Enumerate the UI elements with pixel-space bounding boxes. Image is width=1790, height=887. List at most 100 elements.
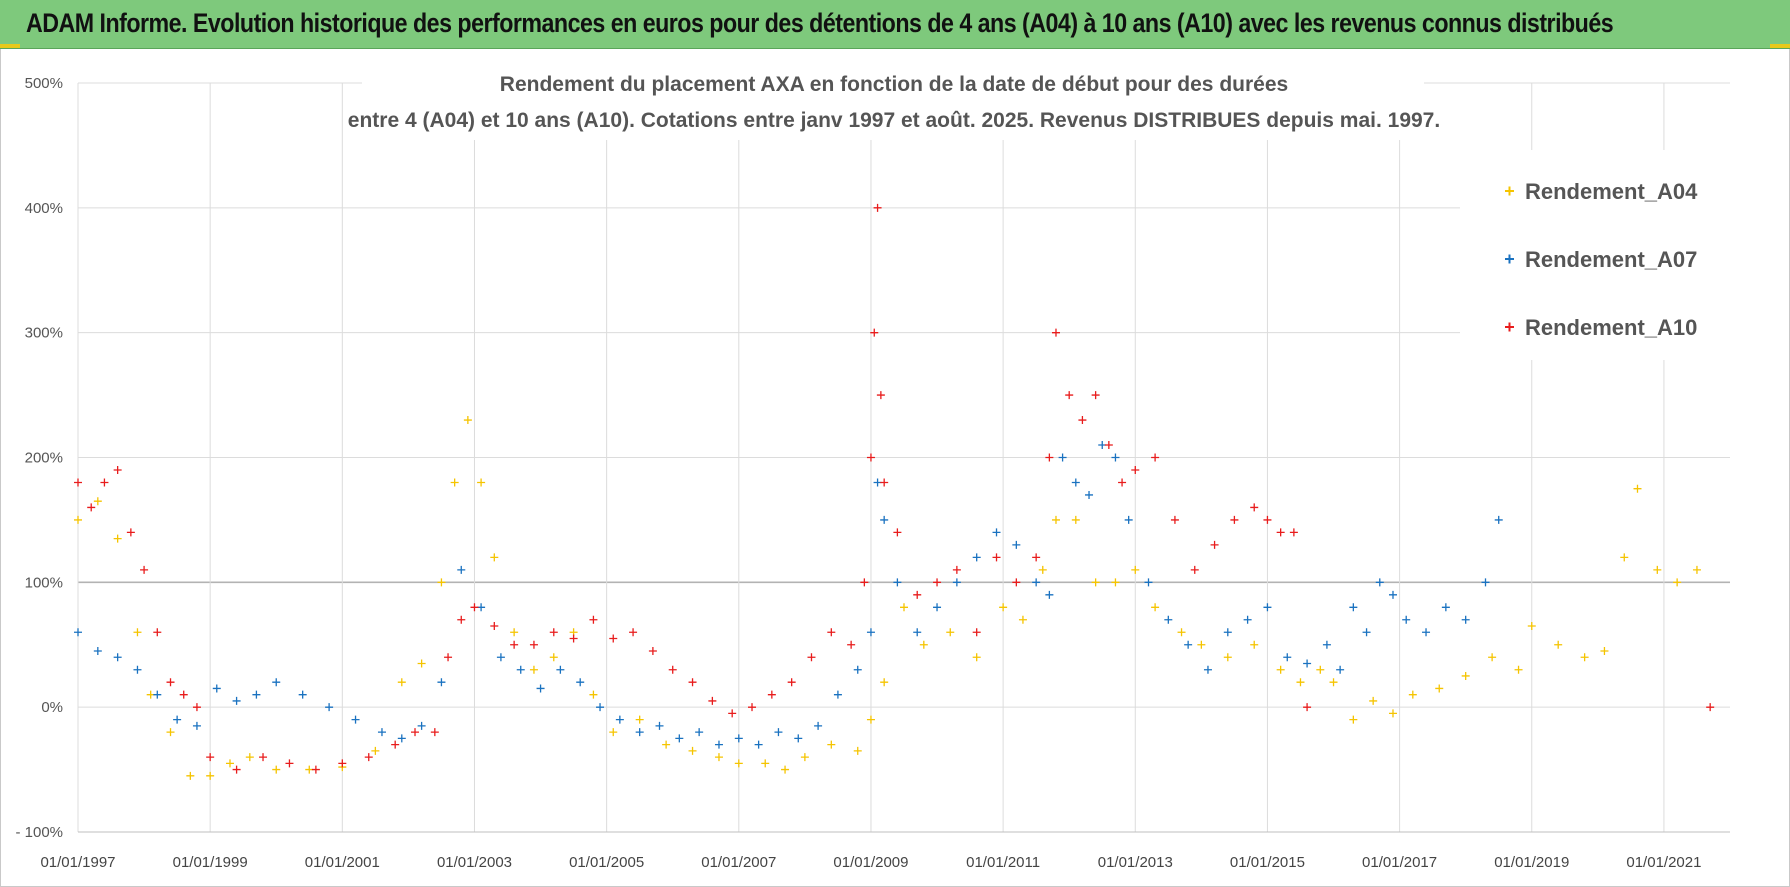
chart-title-background xyxy=(362,64,1424,140)
x-tick-label: 01/01/1997 xyxy=(40,854,115,871)
data-point xyxy=(1012,578,1021,587)
data-point xyxy=(245,753,254,762)
series-Rendement_A04 xyxy=(74,416,1701,780)
data-point xyxy=(787,678,796,687)
data-point xyxy=(232,765,241,774)
data-point xyxy=(1706,703,1715,712)
data-point xyxy=(807,653,816,662)
data-point xyxy=(880,515,889,524)
data-point xyxy=(1263,515,1272,524)
data-point xyxy=(919,640,928,649)
data-point xyxy=(206,771,215,780)
data-point xyxy=(714,740,723,749)
data-point xyxy=(827,740,836,749)
plot-area xyxy=(74,203,1715,780)
data-point xyxy=(206,753,215,762)
data-point xyxy=(655,721,664,730)
data-point xyxy=(754,740,763,749)
data-point xyxy=(800,753,809,762)
data-point xyxy=(1441,603,1450,612)
data-point xyxy=(140,565,149,574)
data-point xyxy=(596,703,605,712)
legend-marker xyxy=(1505,254,1514,264)
data-point xyxy=(1104,441,1113,450)
data-point xyxy=(510,628,519,637)
data-point xyxy=(1203,665,1212,674)
data-point xyxy=(576,678,585,687)
data-point xyxy=(192,721,201,730)
x-tick-label: 01/01/2001 xyxy=(305,854,380,871)
data-point xyxy=(873,203,882,212)
data-point xyxy=(1289,528,1298,537)
data-point xyxy=(1071,515,1080,524)
data-point xyxy=(113,653,122,662)
y-tick-label: 100% xyxy=(25,574,63,591)
data-point xyxy=(1078,416,1087,425)
data-point xyxy=(1349,715,1358,724)
data-point xyxy=(952,565,961,574)
data-point xyxy=(1527,622,1536,631)
data-point xyxy=(457,565,466,574)
data-point xyxy=(510,640,519,649)
data-point xyxy=(1197,640,1206,649)
series-Rendement_A10 xyxy=(74,203,1298,774)
data-point xyxy=(437,678,446,687)
data-point xyxy=(252,690,261,699)
data-point xyxy=(311,765,320,774)
data-point xyxy=(166,678,175,687)
data-point xyxy=(589,615,598,624)
data-point xyxy=(609,634,618,643)
data-point xyxy=(93,497,102,506)
data-point xyxy=(364,753,373,762)
x-tick-label: 01/01/2011 xyxy=(966,854,1040,871)
data-point xyxy=(490,622,499,631)
data-point xyxy=(876,391,885,400)
data-point xyxy=(259,753,268,762)
data-point xyxy=(113,534,122,543)
data-point xyxy=(1243,615,1252,624)
x-tick-label: 01/01/2007 xyxy=(701,854,776,871)
data-point xyxy=(1032,553,1041,562)
data-point xyxy=(1051,515,1060,524)
data-point xyxy=(516,665,525,674)
data-point xyxy=(411,728,420,737)
data-point xyxy=(1316,665,1325,674)
data-point xyxy=(496,653,505,662)
data-point xyxy=(1362,628,1371,637)
data-point xyxy=(444,653,453,662)
legend: Rendement_A04 Rendement_A07 Rendement_A10 xyxy=(1505,179,1698,340)
data-point xyxy=(192,703,201,712)
x-tick-label: 01/01/2017 xyxy=(1362,854,1437,871)
data-point xyxy=(847,640,856,649)
data-point xyxy=(549,653,558,662)
data-point xyxy=(1111,453,1120,462)
data-point xyxy=(1461,615,1470,624)
data-point xyxy=(529,640,538,649)
data-point xyxy=(1230,515,1239,524)
data-point xyxy=(556,665,565,674)
data-point xyxy=(173,715,182,724)
data-point xyxy=(477,478,486,487)
y-axis-ticks: - 100% 0% 100% 200% 300% 400% 500% xyxy=(15,75,63,841)
data-point xyxy=(371,746,380,755)
data-point xyxy=(1494,515,1503,524)
data-point xyxy=(728,709,737,718)
data-point xyxy=(126,528,135,537)
series-Rendement_A10_zero xyxy=(1303,703,1715,712)
data-point xyxy=(1177,628,1186,637)
gridlines xyxy=(77,82,1730,833)
data-point xyxy=(430,728,439,737)
banner: ADAM Informe. Evolution historique des p… xyxy=(0,0,1790,49)
data-point xyxy=(74,478,82,487)
data-point xyxy=(972,628,981,637)
data-point xyxy=(866,715,875,724)
data-point xyxy=(629,628,638,637)
data-point xyxy=(866,628,875,637)
data-point xyxy=(1514,665,1523,674)
data-point xyxy=(100,478,109,487)
data-point xyxy=(1276,665,1285,674)
data-point xyxy=(1111,578,1120,587)
data-point xyxy=(675,734,684,743)
data-point xyxy=(946,628,955,637)
